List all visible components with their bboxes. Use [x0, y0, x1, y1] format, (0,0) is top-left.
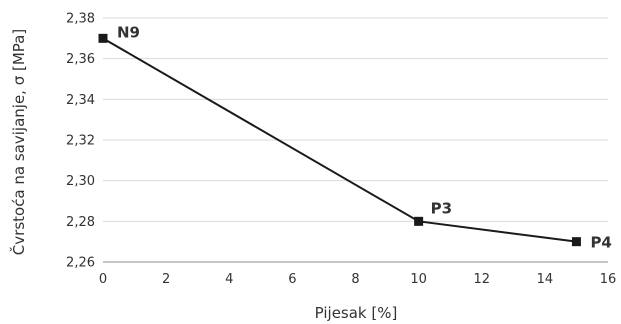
y-tick-label: 2,28: [66, 215, 95, 230]
x-axis-title: Pijesak [%]: [315, 304, 398, 322]
x-tick-label: 10: [410, 272, 427, 287]
y-tick-label: 2,36: [66, 52, 95, 67]
data-point-marker: [571, 237, 581, 247]
y-tick-label: 2,38: [66, 12, 95, 27]
y-tick-label: 2,30: [66, 174, 95, 189]
data-point-label: N9: [117, 23, 140, 41]
x-tick-label: 14: [537, 272, 554, 287]
x-tick-label: 2: [162, 272, 170, 287]
data-series: [98, 33, 581, 247]
data-point-marker: [98, 33, 108, 43]
y-axis-title: Čvrstoća na savijanje, σ [MPa]: [9, 29, 28, 255]
x-tick-label: 16: [600, 272, 617, 287]
data-point-marker: [414, 216, 424, 226]
x-tick-label: 0: [99, 272, 107, 287]
data-point-label: P3: [431, 199, 452, 217]
x-tick-label: 4: [225, 272, 233, 287]
y-tick-label: 2,34: [66, 93, 95, 108]
data-point-label: P4: [590, 234, 611, 252]
y-tick-label: 2,26: [66, 256, 95, 271]
y-tick-label: 2,32: [66, 134, 95, 149]
x-tick-label: 12: [473, 272, 490, 287]
x-tick-label: 6: [288, 272, 296, 287]
labels: 2,26 2,28 2,30 2,32 2,34 2,36 2,38 0 2 4 6 8 10 12 14 1…: [66, 12, 616, 288]
gridlines: [103, 17, 608, 263]
x-tick-label: 8: [351, 272, 359, 287]
